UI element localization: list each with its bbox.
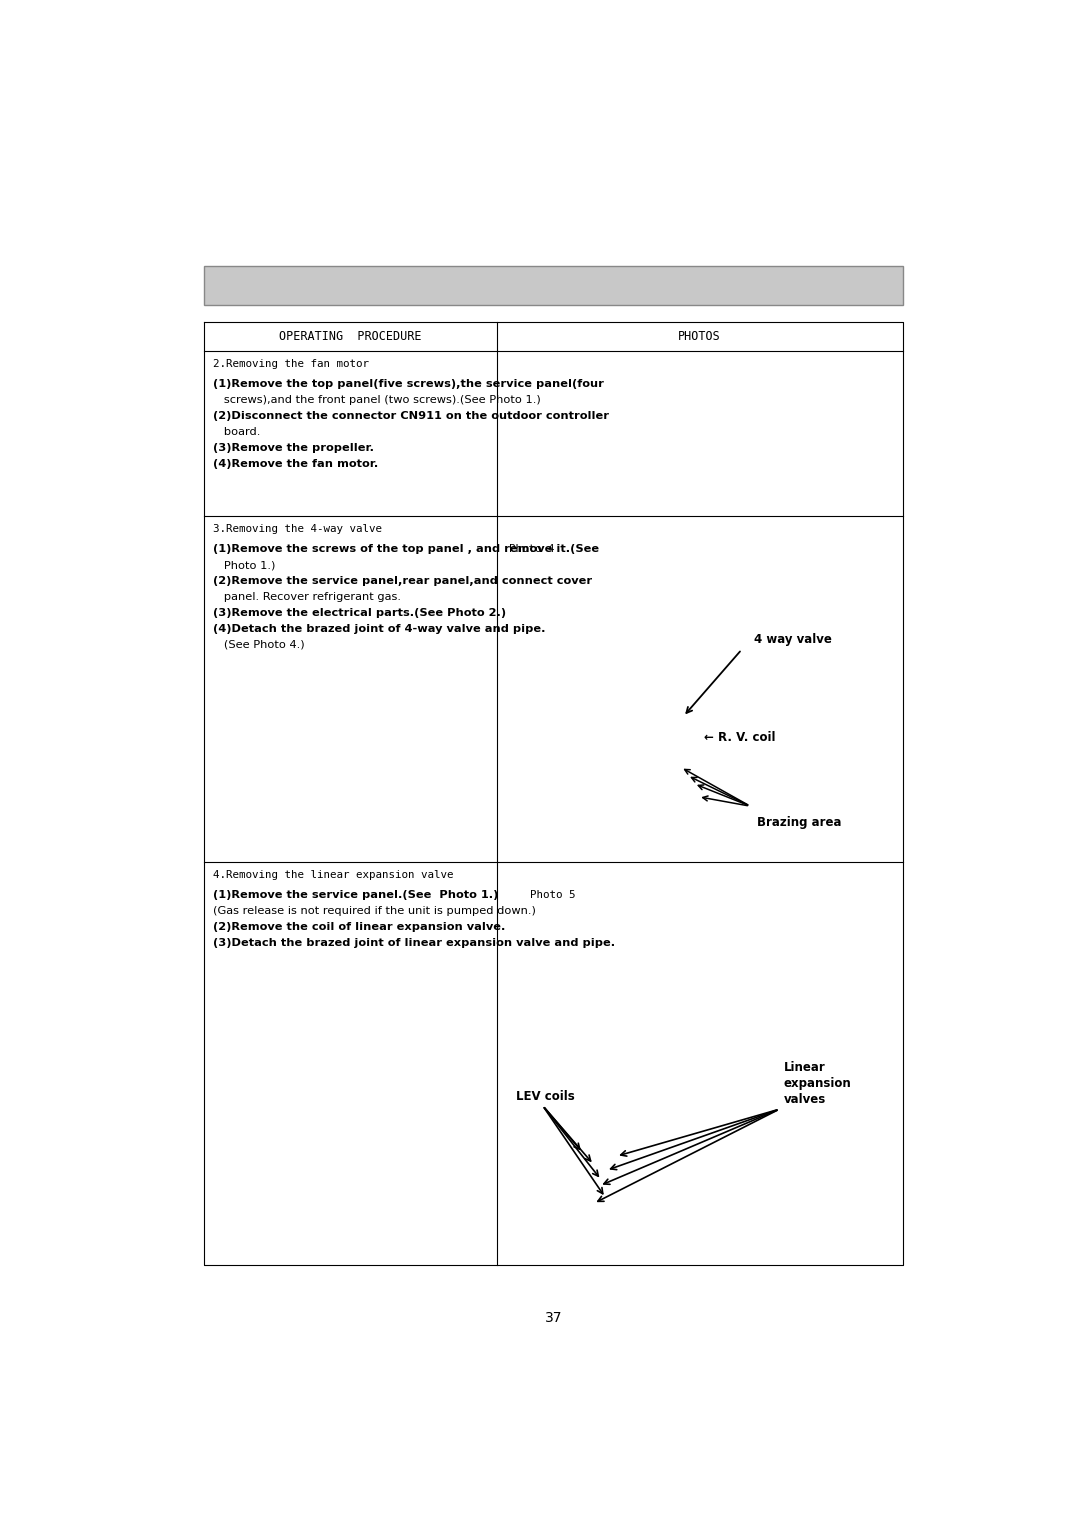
Text: (4)Detach the brazed joint of 4-way valve and pipe.: (4)Detach the brazed joint of 4-way valv…	[213, 625, 545, 634]
Text: 37: 37	[544, 1311, 563, 1324]
Text: Brazing area: Brazing area	[757, 816, 841, 828]
Text: 4 way valve: 4 way valve	[754, 632, 833, 646]
Text: OPERATING  PROCEDURE: OPERATING PROCEDURE	[280, 329, 422, 343]
Text: panel. Recover refrigerant gas.: panel. Recover refrigerant gas.	[213, 592, 401, 602]
Text: (Gas release is not required if the unit is pumped down.): (Gas release is not required if the unit…	[213, 906, 536, 916]
Text: (3)Detach the brazed joint of linear expansion valve and pipe.: (3)Detach the brazed joint of linear exp…	[213, 937, 615, 948]
Text: Photo 5: Photo 5	[530, 890, 576, 900]
Text: (See Photo 4.): (See Photo 4.)	[213, 640, 305, 651]
Text: (2)Disconnect the connector CN911 on the outdoor controller: (2)Disconnect the connector CN911 on the…	[213, 412, 609, 421]
Text: PHOTOS: PHOTOS	[678, 329, 721, 343]
Text: LEV coils: LEV coils	[516, 1090, 575, 1104]
Text: screws),and the front panel (two screws).(See Photo 1.): screws),and the front panel (two screws)…	[213, 395, 541, 406]
Text: (1)Remove the service panel.(See  Photo 1.): (1)Remove the service panel.(See Photo 1…	[213, 890, 498, 900]
Text: 4.Removing the linear expansion valve: 4.Removing the linear expansion valve	[213, 870, 454, 880]
Text: (1)Remove the top panel(five screws),the service panel(four: (1)Remove the top panel(five screws),the…	[213, 380, 604, 389]
Text: (4)Remove the fan motor.: (4)Remove the fan motor.	[213, 459, 378, 468]
Text: (1)Remove the screws of the top panel , and remove it.(See: (1)Remove the screws of the top panel , …	[213, 545, 599, 554]
Text: board.: board.	[213, 427, 260, 438]
Text: (3)Remove the electrical parts.(See Photo 2.): (3)Remove the electrical parts.(See Phot…	[213, 608, 505, 619]
Text: Photo 4: Photo 4	[509, 545, 555, 554]
Text: (2)Remove the service panel,rear panel,and connect cover: (2)Remove the service panel,rear panel,a…	[213, 576, 592, 586]
Text: (2)Remove the coil of linear expansion valve.: (2)Remove the coil of linear expansion v…	[213, 922, 505, 932]
Text: (3)Remove the propeller.: (3)Remove the propeller.	[213, 442, 374, 453]
Text: 3.Removing the 4-way valve: 3.Removing the 4-way valve	[213, 525, 382, 534]
Text: ← R. V. coil: ← R. V. coil	[704, 732, 775, 744]
Text: Photo 1.): Photo 1.)	[213, 560, 275, 571]
Bar	[204, 266, 903, 305]
Text: 2.Removing the fan motor: 2.Removing the fan motor	[213, 360, 369, 369]
Text: Linear
expansion
valves: Linear expansion valves	[784, 1061, 851, 1105]
